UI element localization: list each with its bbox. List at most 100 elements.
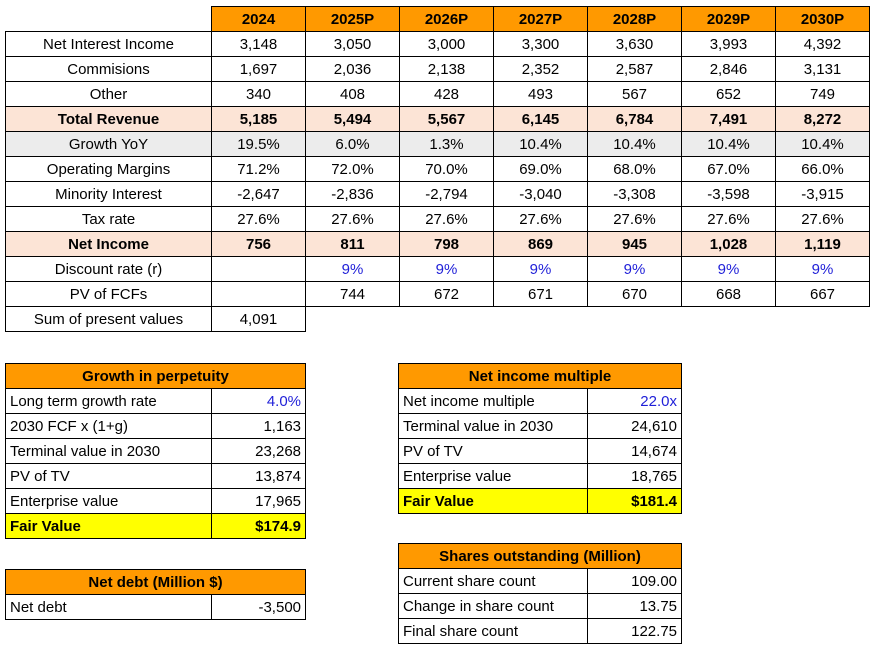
table-cell: 7,491 [681,106,776,132]
table-row: Terminal value in 2030 24,610 [398,413,682,439]
table-row: PV of TV 14,674 [398,438,682,464]
fair-value-row: Fair Value $181.4 [398,488,682,514]
table-cell: 9% [681,256,776,282]
table-cell: 70.0% [399,156,494,182]
table-cell: 1,697 [211,56,306,82]
net-income-multiple-body: Net income multiple Net income multiple 22… [398,363,682,514]
row-value: -3,500 [210,594,307,620]
table-cell: 2,587 [587,56,682,82]
table-cell: 667 [775,281,870,307]
table-row: Discount rate (r) 9% 9% 9% 9% 9% 9% [5,256,870,282]
table-row: Operating Margins 71.2% 72.0% 70.0% 69.0% 68.… [5,156,870,182]
table-cell: 27.6% [399,206,494,232]
row-label: Operating Margins [5,156,212,182]
table-cell: 798 [399,231,494,257]
table-cell: 4,091 [211,306,306,332]
table-cell: 66.0% [775,156,870,182]
net-income-multiple-table: Net income multiple Net income multiple 22… [398,363,682,514]
section-title-row: Growth in perpetuity [4,363,307,389]
table-cell: 3,300 [493,31,588,57]
table-cell: 5,494 [305,106,400,132]
table-cell: -3,040 [493,181,588,207]
corner-blank [6,7,212,32]
table-cell: 1.3% [399,131,494,157]
row-value: 24,610 [587,413,682,439]
sum-row: Sum of present values 4,091 [5,306,870,332]
table-cell: 811 [305,231,400,257]
table-cell: 670 [587,281,682,307]
table-cell: -2,794 [399,181,494,207]
table-cell: 9% [587,256,682,282]
table-cell: 340 [211,81,306,107]
section-title: Net income multiple [398,363,682,389]
table-cell: 67.0% [681,156,776,182]
table-row: Tax rate 27.6% 27.6% 27.6% 27.6% 27.6% 27.6% 27… [5,206,870,232]
shares-outstanding-table: Shares outstanding (Million) Current shar… [397,543,683,644]
row-label: PV of FCFs [5,281,212,307]
net-debt-body: Net debt (Million $) Net debt -3,500 [4,569,307,620]
table-row: Long term growth rate 4.0% [5,388,307,414]
table-cell: 671 [493,281,588,307]
table-cell: 493 [493,81,588,107]
table-cell: 27.6% [493,206,588,232]
projection-table-body: 2024 2025P 2026P 2027P 2028P 2029P 2030P Net In… [5,6,870,332]
row-label: Terminal value in 2030 [5,438,212,464]
row-label: Net Interest Income [5,31,212,57]
table-cell: 2,352 [493,56,588,82]
shares-outstanding-body: Shares outstanding (Million) Current shar… [397,543,683,644]
blank-cell [776,307,870,332]
blank-cell [588,307,682,332]
row-value: 22.0x [587,388,682,414]
table-cell: 71.2% [211,156,306,182]
year-header: 2025P [305,6,400,32]
table-cell: 3,630 [587,31,682,57]
table-cell: 9% [305,256,400,282]
row-label: Discount rate (r) [5,256,212,282]
table-cell: 408 [305,81,400,107]
header-row: 2024 2025P 2026P 2027P 2028P 2029P 2030P [6,6,870,32]
table-cell: 9% [493,256,588,282]
table-cell: 10.4% [775,131,870,157]
growth-in-perpetuity-body: Growth in perpetuity Long term growth rat… [4,363,307,539]
table-row: Growth YoY 19.5% 6.0% 1.3% 10.4% 10.4% 10.4% 10… [5,131,870,157]
table-row: 2030 FCF x (1+g) 1,163 [5,413,307,439]
table-cell [211,281,306,307]
table-cell: -2,647 [211,181,306,207]
row-label: Terminal value in 2030 [398,413,588,439]
table-cell: 3,993 [681,31,776,57]
table-cell: 428 [399,81,494,107]
row-value: $174.9 [210,513,307,539]
net-debt-table: Net debt (Million $) Net debt -3,500 [4,569,307,620]
row-value: 122.75 [586,618,683,644]
table-row: Net Interest Income 3,148 3,050 3,000 3,300 3… [5,31,870,57]
table-row: Minority Interest -2,647 -2,836 -2,794 -3,04… [5,181,870,207]
table-row: PV of FCFs 744 672 671 670 668 667 [5,281,870,307]
table-row: Other 340 408 428 493 567 652 749 [5,81,870,107]
table-row: Terminal value in 2030 23,268 [5,438,307,464]
table-row: Total Revenue 5,185 5,494 5,567 6,145 6,784 7,… [5,106,870,132]
table-cell: -3,308 [587,181,682,207]
table-cell: 6,784 [587,106,682,132]
table-cell: 27.6% [211,206,306,232]
table-cell: 3,050 [305,31,400,57]
table-cell: 668 [681,281,776,307]
table-cell: 19.5% [211,131,306,157]
table-cell: 3,131 [775,56,870,82]
table-cell: 869 [493,231,588,257]
table-cell: 6,145 [493,106,588,132]
table-cell: 567 [587,81,682,107]
table-row: PV of TV 13,874 [5,463,307,489]
table-cell: 3,000 [399,31,494,57]
row-label: Growth YoY [5,131,212,157]
row-value: 13.75 [586,593,683,619]
table-cell: 10.4% [493,131,588,157]
row-label: Change in share count [398,593,588,619]
fair-value-row: Fair Value $174.9 [5,513,307,539]
year-header: 2028P [587,6,682,32]
row-label: Final share count [398,618,588,644]
row-label: Current share count [398,568,588,594]
table-cell: 9% [775,256,870,282]
blank-cell [682,307,776,332]
table-cell: 10.4% [587,131,682,157]
table-cell: 652 [681,81,776,107]
